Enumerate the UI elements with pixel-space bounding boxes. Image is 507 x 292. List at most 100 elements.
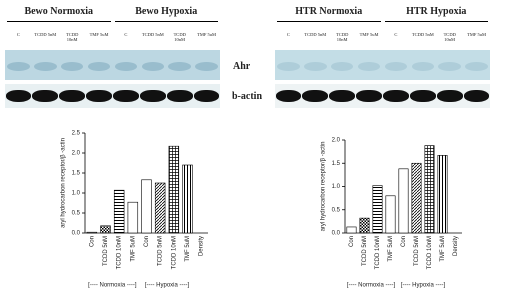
group-label: HTR Normoxia	[277, 6, 381, 22]
x-tick-label: TCDD 5nM	[158, 236, 164, 266]
ahr-band	[34, 62, 57, 71]
bar	[141, 179, 152, 234]
lane-label: TCDD 10nM	[173, 32, 186, 42]
group-label: Bewo Normoxia	[7, 6, 111, 22]
bar	[168, 145, 180, 234]
lane-label: TMF 5uM	[89, 32, 109, 37]
y-tick-label: 2.0	[332, 138, 341, 144]
lane-label: C	[286, 32, 290, 37]
x-tick-label: TCDD 10nM	[171, 236, 177, 269]
band-label: b-actin	[232, 91, 262, 102]
ahr-band	[357, 62, 381, 71]
bar	[127, 201, 139, 234]
ahr-blot	[5, 50, 220, 80]
x-tick-label: TMF 5uM	[388, 236, 394, 262]
ahr-band	[465, 62, 488, 71]
y-axis-label: aryl hydrocarbon receptor/β -actin	[321, 142, 327, 232]
lane-label: TMF 5uM	[359, 32, 379, 37]
lane-label: TCDD 5nM	[34, 32, 57, 37]
x-tick-label: TCDD 5nM	[414, 236, 420, 266]
y-tick-label: 1.5	[332, 161, 341, 167]
y-tick-label: 0.0	[332, 231, 341, 237]
x-tick-label: TCDD 10nM	[427, 236, 433, 269]
bar	[398, 168, 409, 234]
ahr-band	[60, 62, 84, 71]
ahr-blot	[275, 50, 490, 80]
group-label: Bewo Hypoxia	[114, 6, 218, 22]
ahr-band	[7, 62, 30, 71]
lane-label: TMF 5uM	[197, 32, 216, 37]
actin-band	[113, 90, 139, 102]
y-tick-label: 1.0	[72, 191, 81, 197]
group-label: HTR Hypoxia	[384, 6, 488, 22]
group-label: [---- Normoxia ----]	[88, 283, 137, 289]
ahr-band	[141, 62, 165, 71]
ahr-band	[277, 62, 300, 71]
bar	[100, 225, 111, 234]
x-tick-label: Con	[349, 236, 355, 247]
lane-label: TCDD 10nM	[336, 32, 349, 42]
band-label: Ahr	[233, 61, 251, 72]
bar	[424, 145, 435, 234]
lane-label: TMF 5uM	[467, 32, 486, 37]
actin-band	[329, 90, 356, 102]
ahr-band	[411, 62, 435, 71]
actin-band	[383, 90, 409, 102]
lane-label: C	[16, 32, 20, 37]
ahr-band	[87, 62, 111, 71]
x-tick-label: TCDD 5nM	[103, 236, 109, 266]
bar	[437, 155, 448, 234]
lane-label: TCDD 10nM	[443, 32, 456, 42]
actin-band	[409, 90, 436, 102]
group-label: [---- Hypoxia ----]	[145, 283, 190, 289]
ahr-band	[304, 62, 327, 71]
group-label: [---- Hypoxia ----]	[401, 283, 446, 289]
x-tick-label: TCDD 10nM	[117, 236, 123, 269]
bar	[346, 226, 357, 234]
ahr-band	[114, 62, 138, 71]
lane-label: TCDD 5nM	[304, 32, 327, 37]
x-tick-label: TCDD 5nM	[362, 236, 368, 266]
actin-band	[302, 90, 329, 102]
ahr-band	[438, 62, 461, 71]
ahr-band	[168, 62, 191, 71]
bar	[411, 162, 422, 234]
bar	[182, 164, 193, 234]
y-tick-label: 0.5	[332, 207, 341, 213]
bar	[113, 189, 125, 234]
actin-band	[166, 90, 193, 102]
lane-label: C	[124, 32, 128, 37]
actin-band	[59, 90, 86, 102]
actin-band	[139, 90, 166, 102]
actin-band	[193, 90, 220, 102]
x-tick-label: TMF 5uM	[130, 236, 136, 262]
actin-band	[32, 90, 59, 102]
bar	[154, 182, 166, 234]
actin-band	[86, 90, 112, 102]
x-tick-label: Con	[89, 236, 95, 247]
lane-label: TCDD 10nM	[66, 32, 79, 42]
x-tick-label: TMF 5uM	[440, 236, 446, 262]
bar	[86, 231, 98, 234]
y-tick-label: 1.5	[72, 171, 81, 177]
y-tick-label: 2.0	[72, 151, 81, 157]
bar	[385, 195, 396, 234]
ahr-band	[330, 62, 354, 71]
actin-band	[275, 90, 302, 102]
ahr-band	[195, 62, 218, 71]
x-tick-label: TMF 5uM	[185, 236, 191, 262]
x-tick-label: Con	[144, 236, 150, 247]
x-tick-label: TCDD 10nM	[375, 236, 381, 269]
bar	[372, 185, 383, 234]
ahr-band	[384, 62, 408, 71]
x-tick-label: Density	[199, 236, 205, 256]
lane-label: TCDD 5nM	[411, 32, 434, 37]
y-tick-label: 2.5	[72, 131, 81, 137]
actin-band	[356, 90, 382, 102]
y-axis-label: aryl hydrocarbon receptor/β -actin	[61, 138, 67, 228]
actin-band	[463, 90, 490, 102]
actin-band	[436, 90, 463, 102]
x-tick-label: Density	[453, 236, 459, 256]
